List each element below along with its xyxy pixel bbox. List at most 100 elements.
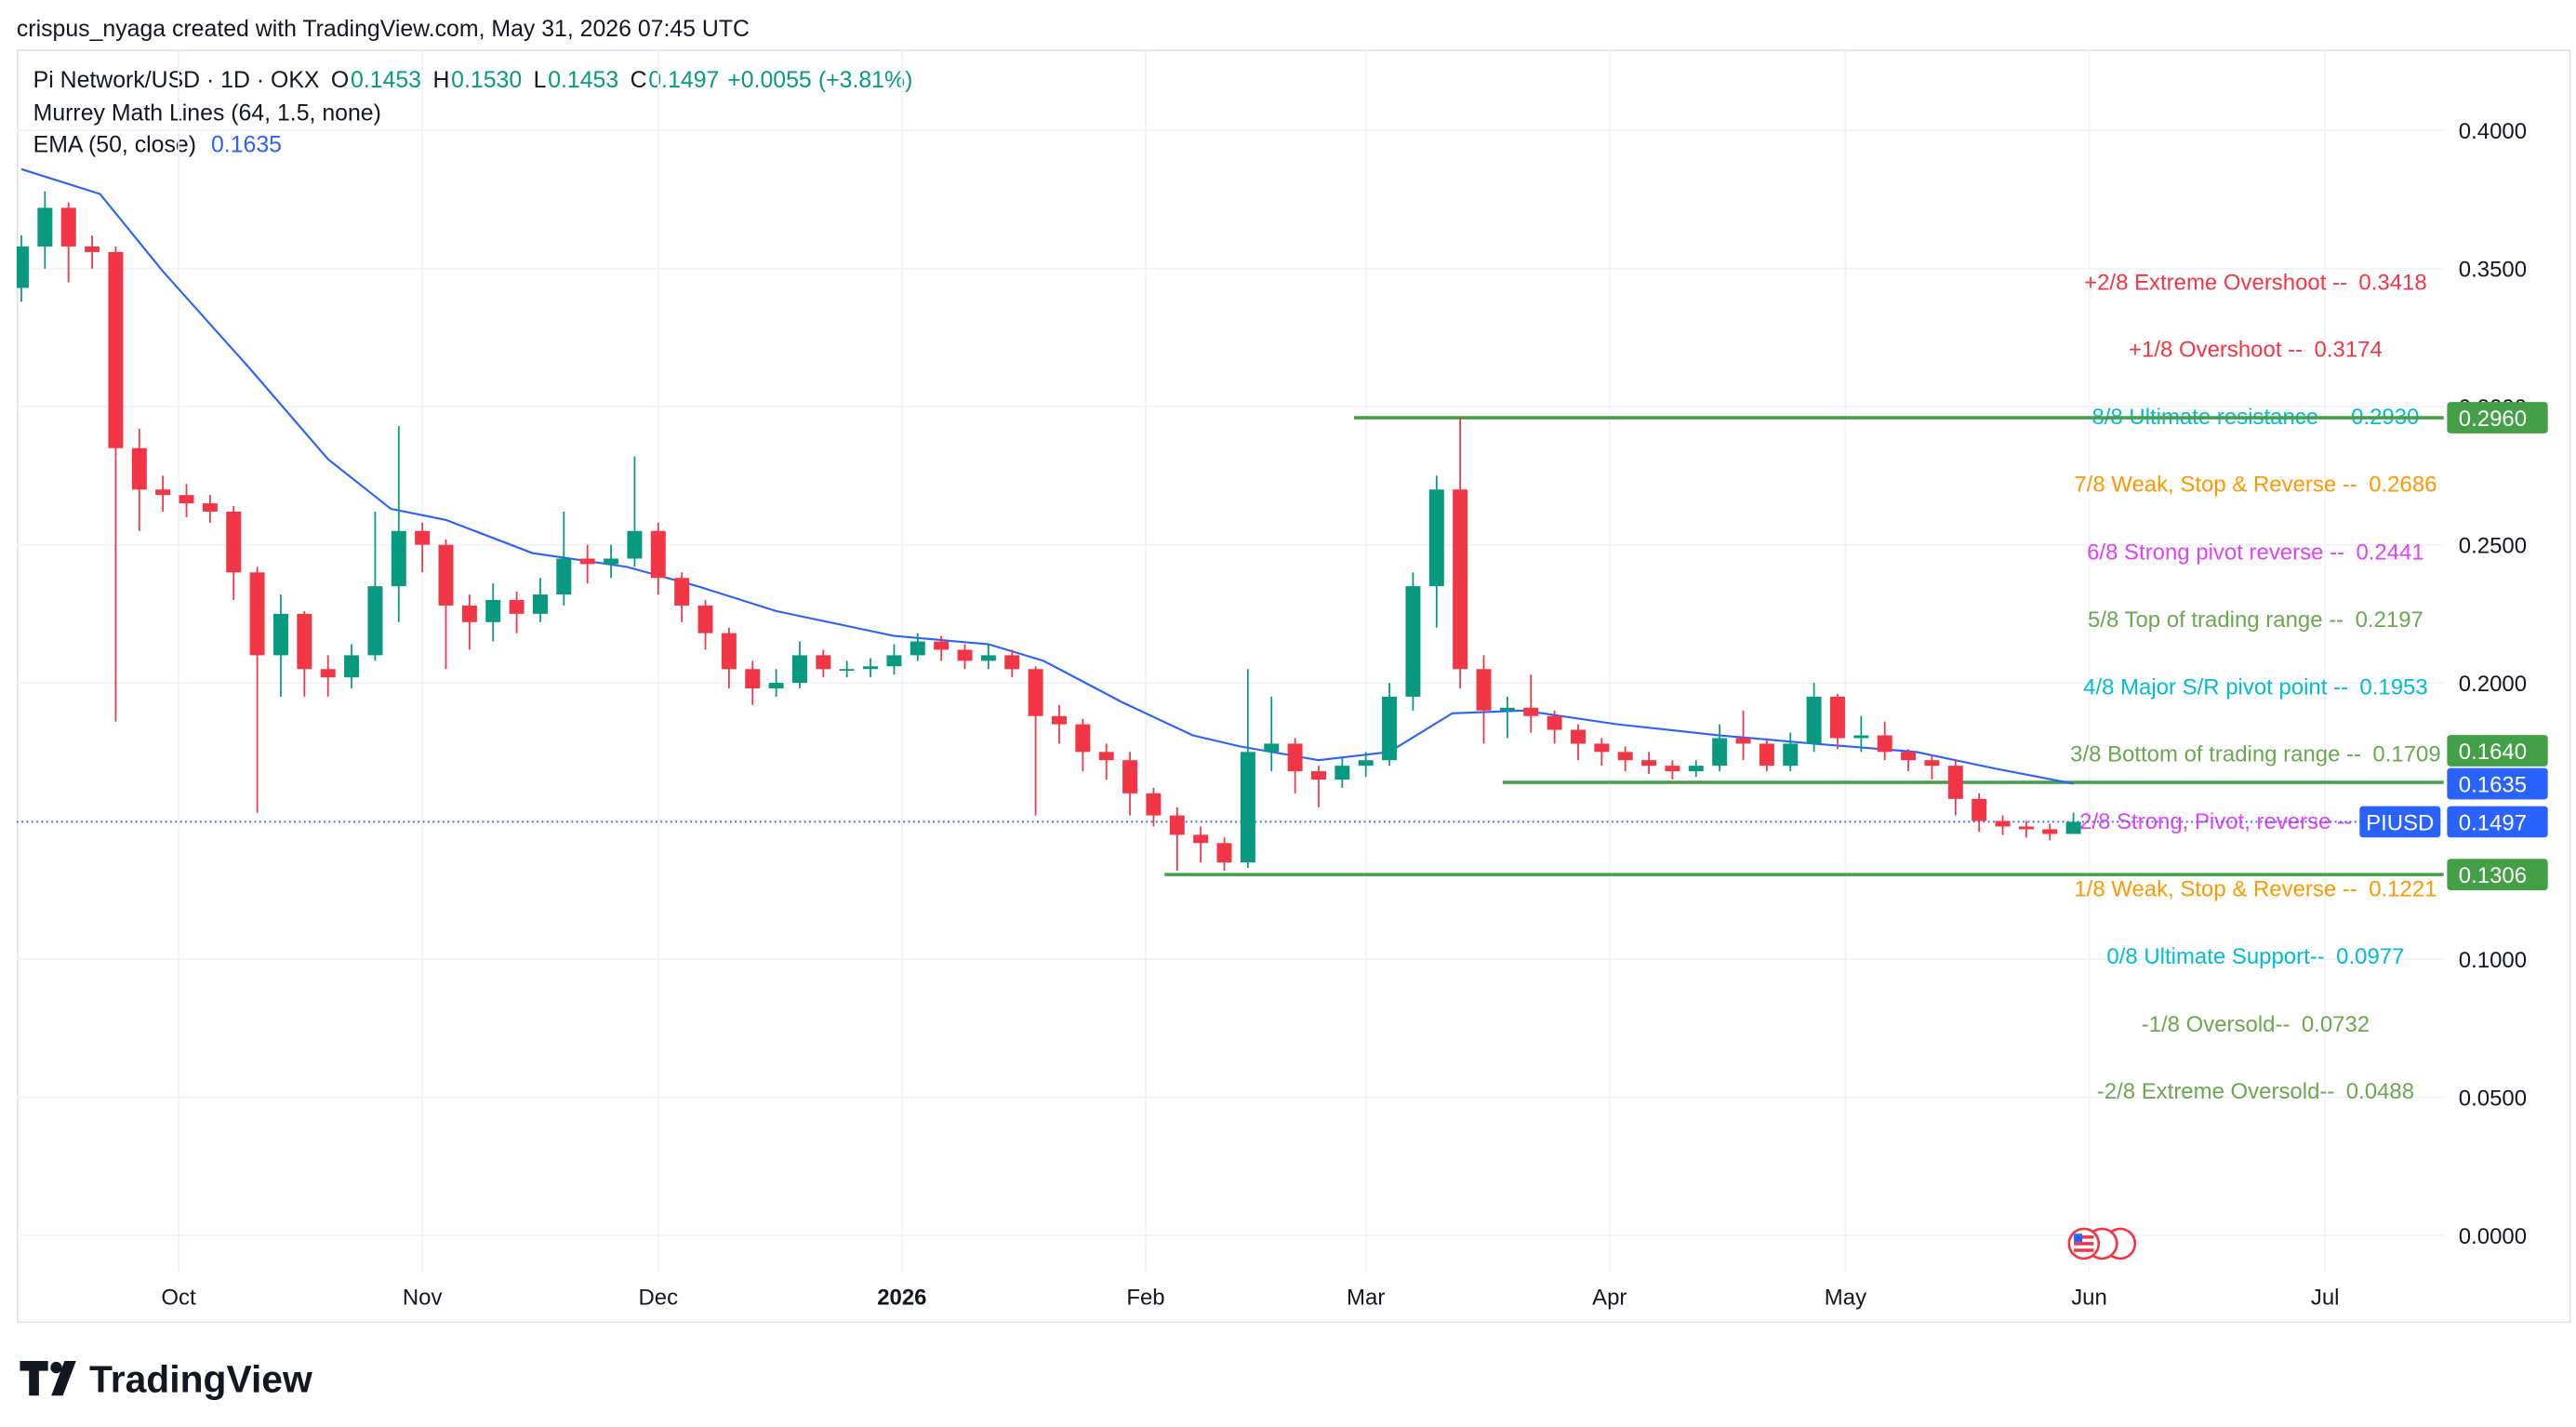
candle-body	[1617, 752, 1633, 761]
x-tick-label: Jun	[2071, 1286, 2107, 1311]
candle-body	[980, 655, 996, 661]
murrey-value: 0.1953	[2359, 674, 2427, 700]
price-badge	[2447, 735, 2548, 767]
flag-stripe	[2074, 1248, 2094, 1252]
grid	[16, 49, 2444, 1273]
murrey-name: +2/8 Extreme Overshoot --	[2084, 270, 2347, 295]
candle-body	[957, 649, 973, 661]
price-badge-label: 0.1635	[2459, 772, 2527, 797]
candle-body	[1004, 655, 1020, 670]
candle-body	[1499, 707, 1515, 711]
murrey-value: 0.0732	[2302, 1012, 2370, 1037]
candle-body	[1334, 766, 1350, 780]
candle-body	[674, 578, 690, 606]
candle-body	[1098, 752, 1114, 761]
candle-body	[839, 669, 855, 672]
candle-body	[556, 558, 572, 595]
murrey-label: +2/8 Extreme Overshoot -- 0.3418	[2084, 270, 2427, 295]
candle-body	[1947, 766, 1963, 799]
candle-body	[886, 655, 902, 667]
price-badge	[2447, 767, 2548, 800]
brand-name: TradingView	[89, 1358, 312, 1401]
candle-body	[1358, 760, 1374, 767]
y-tick-label: 0.1000	[2459, 948, 2527, 973]
candle-body	[1783, 743, 1799, 767]
murrey-name: -1/8 Oversold--	[2142, 1012, 2291, 1037]
candle-body	[532, 594, 548, 614]
candle-body	[1806, 696, 1822, 744]
murrey-label: 0/8 Ultimate Support-- 0.0977	[2106, 944, 2404, 969]
time-axis: Oct Nov Dec 2026 Feb Mar Apr May Jun Jul	[161, 1286, 2339, 1311]
candle-body	[1169, 815, 1185, 835]
price-badge-label: 0.1640	[2459, 740, 2527, 765]
murrey-value: 0.2197	[2356, 607, 2423, 633]
murrey-label: 5/8 Top of trading range -- 0.2197	[2088, 607, 2423, 633]
candle-body	[1547, 715, 1562, 730]
murrey-name: 7/8 Weak, Stop & Reverse --	[2074, 473, 2357, 498]
x-tick-label: May	[1825, 1286, 1866, 1311]
candle-body	[721, 633, 737, 670]
murrey-value: 0.1221	[2369, 877, 2437, 902]
candle-body	[1075, 724, 1091, 753]
candle-body	[1523, 707, 1539, 716]
price-badge-label: 0.1497	[2459, 810, 2527, 835]
y-tick-label: 0.2000	[2459, 672, 2527, 697]
murrey-value: 0.1709	[2372, 742, 2440, 767]
murrey-value: 0.2686	[2369, 473, 2437, 498]
candle-body	[1051, 715, 1067, 725]
candle-body	[2042, 829, 2058, 834]
candle-body	[1759, 743, 1774, 767]
murrey-name: 5/8 Top of trading range --	[2088, 607, 2344, 633]
candle-body	[816, 655, 831, 670]
ohlc-key: C	[631, 68, 647, 93]
candle-body	[1712, 738, 1728, 767]
murrey-value: 0.2441	[2356, 540, 2423, 565]
change-pct: (+3.81%)	[818, 68, 913, 93]
candle-body	[1995, 820, 2011, 827]
candle-body	[1665, 766, 1680, 772]
candle-body	[1453, 489, 1468, 670]
candle-body	[1405, 586, 1421, 697]
price-badge-label: 0.2960	[2459, 407, 2527, 432]
candle-body	[249, 572, 265, 656]
murrey-name: 6/8 Strong pivot reverse --	[2087, 540, 2344, 565]
ohlc-value: 0.1530	[451, 68, 522, 93]
candle-body	[85, 246, 100, 252]
flag-canton	[2074, 1234, 2082, 1243]
candle-body	[1476, 669, 1492, 711]
murrey-label: 4/8 Major S/R pivot point -- 0.1953	[2083, 674, 2428, 700]
candle-body	[2065, 821, 2081, 834]
candle-body	[1428, 489, 1444, 587]
candle-body	[697, 605, 713, 633]
x-tick-label: Nov	[403, 1286, 443, 1311]
chart-frame	[16, 49, 2571, 1324]
candle-body	[1877, 735, 1892, 753]
candle-body	[1216, 843, 1232, 863]
murrey-label: +1/8 Overshoot -- 0.3174	[2129, 338, 2383, 363]
price-badge-label: 0.1306	[2459, 863, 2527, 888]
ohlc-value: 0.1453	[351, 68, 421, 93]
candle-body	[1287, 743, 1303, 772]
x-tick-label: Dec	[638, 1286, 678, 1311]
candle-body	[509, 600, 524, 614]
y-tick-label: 0.3500	[2459, 258, 2527, 283]
candle-body	[485, 600, 501, 622]
candle-body	[1310, 771, 1326, 780]
price-axis: 0.00000.05000.10000.15000.20000.25000.30…	[2447, 119, 2548, 1249]
candle-body	[438, 544, 454, 606]
candle-body	[367, 586, 383, 656]
ohlc-key: H	[432, 68, 449, 93]
candle-body	[344, 655, 360, 678]
price-badge	[2447, 806, 2548, 838]
logo-v	[51, 1360, 76, 1396]
candle-body	[604, 558, 619, 565]
candle-body	[297, 613, 312, 670]
candle-body	[1193, 834, 1209, 844]
ema-name: EMA (50, close)	[33, 132, 196, 157]
candle-body	[1146, 793, 1162, 816]
candle-body	[461, 605, 477, 622]
ohlc-value: 0.1497	[648, 68, 719, 93]
candle-body	[579, 558, 595, 565]
candle-body	[1901, 752, 1917, 761]
